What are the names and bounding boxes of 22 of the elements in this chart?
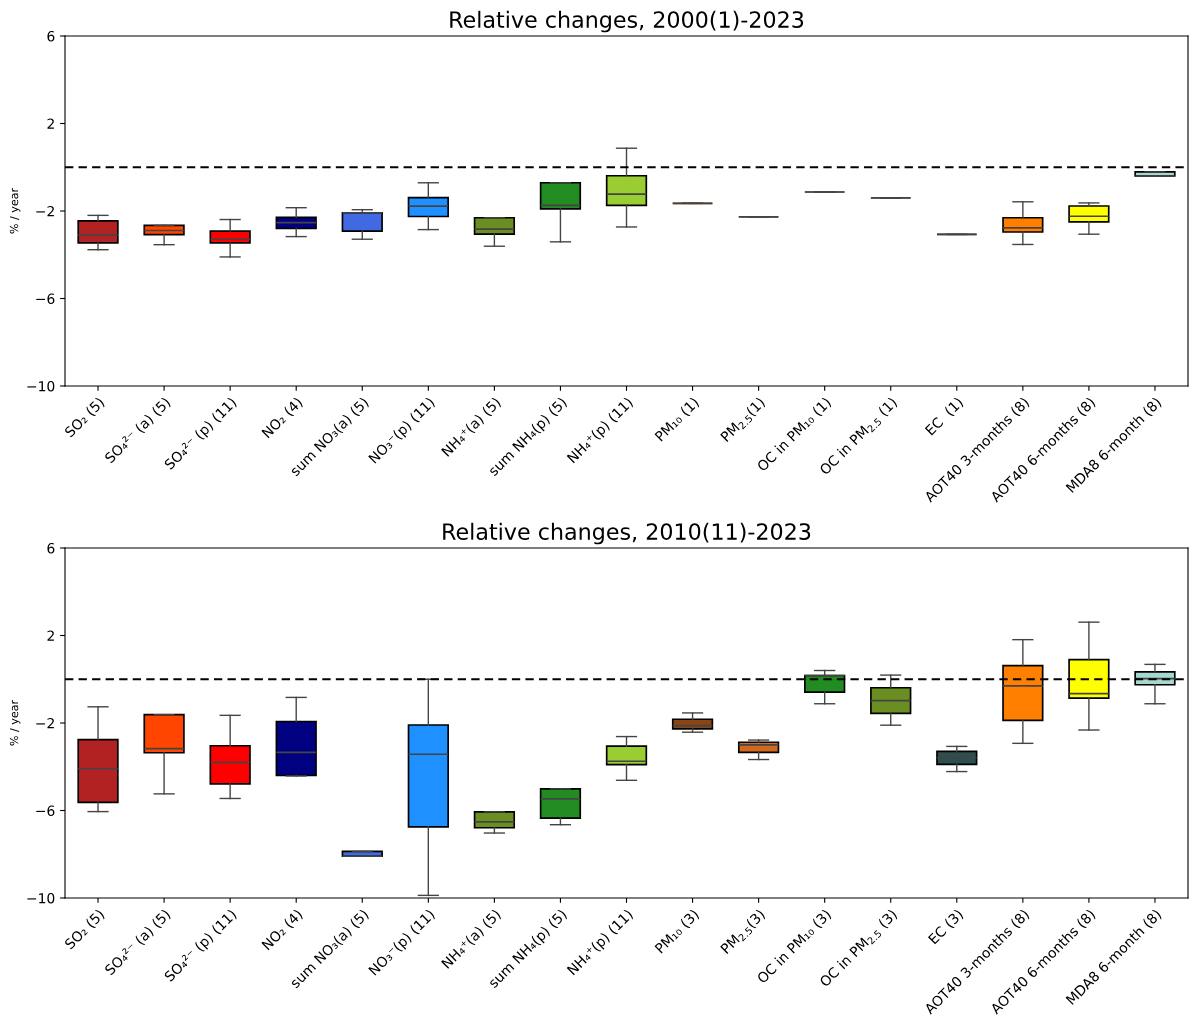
y-tick-label: −2 bbox=[36, 717, 54, 729]
y-axis-title: % / year bbox=[9, 699, 21, 746]
y-tick-label: −10 bbox=[27, 892, 55, 904]
x-tick-label: PM$_{2.5}$(3) bbox=[719, 908, 767, 956]
y-tick-label: 6 bbox=[47, 30, 55, 42]
x-tick-label: SO₂ (5) bbox=[63, 908, 106, 951]
x-tick-label: NO₂ (4) bbox=[261, 396, 305, 440]
x-tick-label: SO₂ (5) bbox=[63, 396, 106, 439]
x-tick-label: NO₂ (4) bbox=[261, 908, 305, 952]
y-axis-title: % / year bbox=[9, 187, 21, 234]
y-tick-label: −6 bbox=[36, 805, 55, 816]
y-tick-label: −2 bbox=[36, 205, 54, 217]
y-tick-label: 2 bbox=[47, 118, 54, 129]
y-tick-label: 6 bbox=[47, 542, 55, 554]
x-tick-label: EC (3) bbox=[927, 908, 965, 946]
x-tick-label: EC (1) bbox=[924, 396, 965, 437]
y-tick-label: −6 bbox=[36, 293, 55, 304]
y-tick-label: 2 bbox=[47, 630, 54, 641]
chart-title: Relative changes, 2000(1)-2023 bbox=[450, 10, 804, 33]
x-tick-label: PM$_{2.5}$(1) bbox=[719, 396, 767, 444]
chart-title: Relative changes, 2010(11)-2023 bbox=[443, 522, 811, 545]
y-tick-label: −10 bbox=[27, 380, 55, 392]
